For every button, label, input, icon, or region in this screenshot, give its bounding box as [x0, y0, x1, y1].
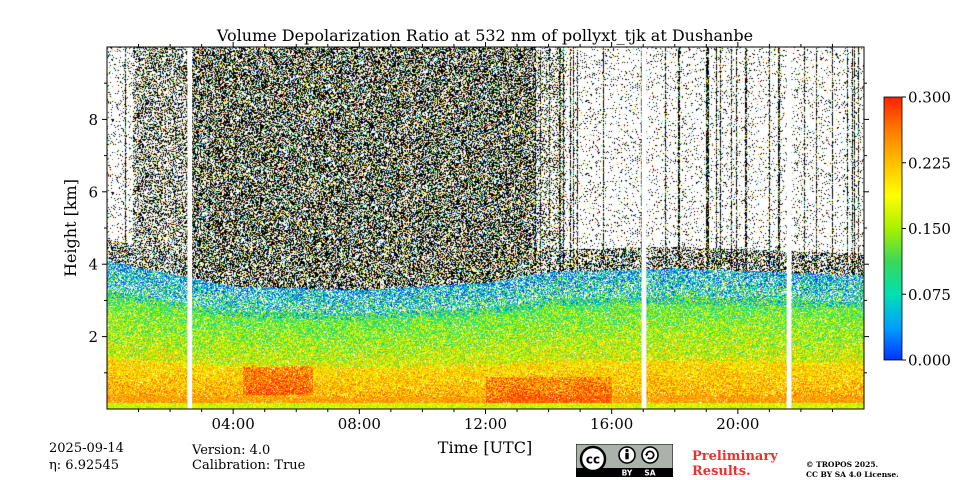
- share-alike-icon: [641, 446, 659, 464]
- x-tick-label: 12:00: [464, 415, 507, 433]
- license-line-1: © TROPOS 2025.: [806, 460, 879, 469]
- heatmap-image: [107, 47, 864, 409]
- colorbar-ticks: 0.000 0.075 0.150 0.225 0.300: [902, 89, 951, 370]
- colorbar: [883, 96, 903, 361]
- x-tick-label: 16:00: [590, 415, 633, 433]
- sa-label: SA: [644, 469, 655, 478]
- y-tick-label: 6: [88, 183, 98, 201]
- cc-by-sa-badge: cc BY SA: [576, 444, 673, 477]
- footer-calibration: Calibration: True: [192, 458, 306, 473]
- cc-label: cc: [586, 453, 600, 467]
- license-line-2: CC BY SA 4.0 License.: [806, 470, 899, 479]
- footer-eta: η: 6.92545: [49, 458, 120, 473]
- y-tick-label: 4: [88, 256, 98, 274]
- footer-version: Version: 4.0: [192, 443, 271, 458]
- y-tick-label: 2: [88, 328, 98, 346]
- data-gap: [786, 47, 792, 409]
- chart-title: Volume Depolarization Ratio at 532 nm of…: [216, 26, 753, 45]
- preliminary-line-1: Preliminary: [692, 449, 778, 464]
- x-tick-label: 04:00: [212, 415, 255, 433]
- x-axis-ticks: 04:00 08:00 12:00 16:00 20:00: [138, 42, 833, 433]
- colorbar-tick-label: 0.225: [908, 154, 951, 172]
- colorbar-tick-label: 0.000: [908, 352, 951, 370]
- colorbar-tick-label: 0.075: [908, 286, 951, 304]
- footer-date: 2025-09-14: [49, 441, 124, 456]
- colorbar-tick-label: 0.300: [908, 89, 951, 107]
- y-tick-label: 8: [88, 111, 98, 129]
- preliminary-results-note: Preliminary Results.: [692, 449, 778, 479]
- y-axis-label: Height [km]: [61, 179, 80, 277]
- colorbar-tick-label: 0.150: [908, 220, 951, 238]
- x-tick-label: 20:00: [716, 415, 759, 433]
- license-note: © TROPOS 2025. CC BY SA 4.0 License.: [806, 460, 899, 480]
- preliminary-line-2: Results.: [692, 464, 751, 479]
- y-axis-ticks: 2 4 6 8: [88, 82, 869, 374]
- cc-icon: [579, 445, 607, 473]
- data-gap: [187, 47, 193, 409]
- data-gaps: [187, 47, 792, 409]
- by-label: BY: [622, 469, 633, 478]
- x-axis-label: Time [UTC]: [438, 438, 532, 457]
- x-tick-label: 08:00: [338, 415, 381, 433]
- heatmap-area: [107, 47, 864, 409]
- data-gap: [641, 47, 647, 409]
